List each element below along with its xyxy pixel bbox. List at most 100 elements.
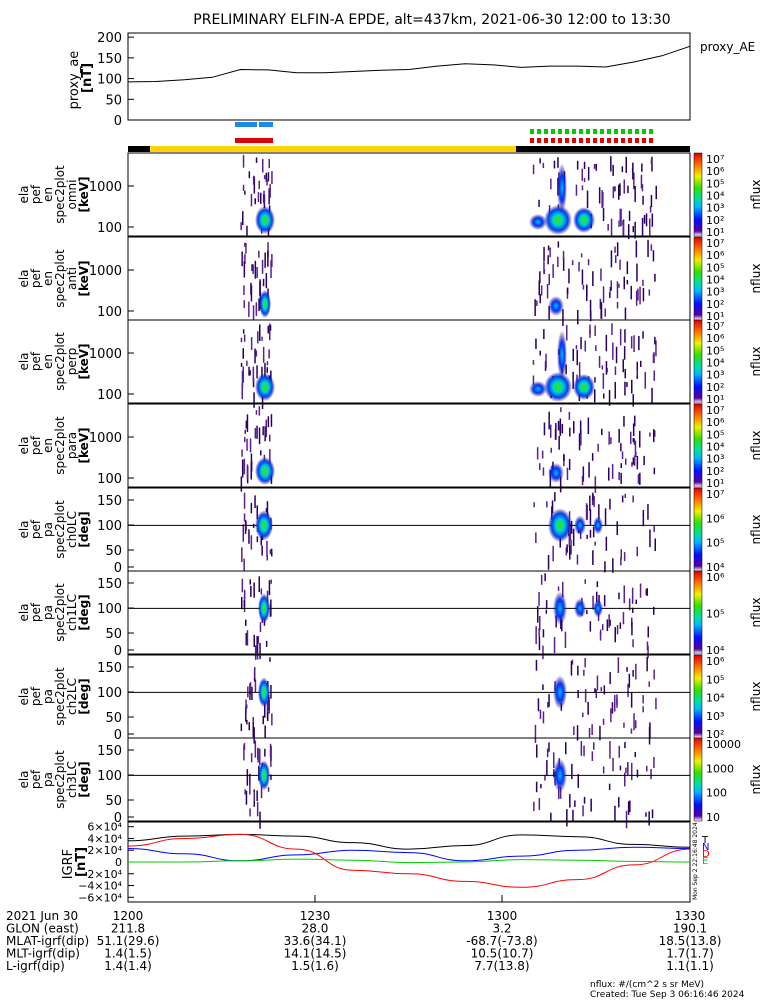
- spectrogram-streak: [645, 812, 647, 817]
- colorbar-tick-label: 10²: [706, 298, 724, 311]
- spectrogram-streak: [249, 808, 251, 817]
- spectrogram-streak: [619, 765, 622, 771]
- spectrogram-ylabel-line: pef: [29, 519, 43, 539]
- colorbar: [693, 737, 703, 822]
- spectrogram-streak: [586, 284, 588, 302]
- spectrogram-streak: [250, 462, 252, 480]
- spectrogram-frame: [127, 236, 691, 321]
- spectrogram-streak: [628, 210, 631, 221]
- colorbar-label: nflux: [749, 765, 763, 795]
- spectrogram-streak: [240, 337, 243, 343]
- spectrogram-streak: [589, 529, 592, 538]
- spectrogram-streak: [654, 336, 656, 345]
- spectrogram-streak: [565, 547, 568, 556]
- spectrogram-streak: [642, 510, 645, 527]
- spectrogram-streak: [653, 669, 655, 680]
- spectrogram-streak: [654, 538, 656, 552]
- spectrogram-streak: [605, 334, 608, 352]
- spectrogram-streak: [245, 420, 248, 429]
- spectrogram-streak: [548, 273, 550, 285]
- spectrogram-streak: [587, 167, 590, 181]
- spectrogram-streak: [589, 509, 592, 525]
- spectrogram-streak: [619, 208, 621, 221]
- spectrogram-streak: [593, 496, 595, 507]
- spectrogram-streak: [270, 414, 273, 427]
- spectrogram-streak: [535, 659, 538, 671]
- spectrogram-streak: [631, 462, 633, 467]
- spectrogram-streak: [599, 298, 602, 309]
- spectrogram-streak: [603, 393, 605, 399]
- colorbar-label: nflux: [749, 515, 763, 545]
- spectrogram-streak: [571, 763, 573, 780]
- spectrogram-streak: [563, 458, 565, 467]
- spectrogram-streak: [594, 389, 596, 403]
- spectrogram-streak: [646, 588, 648, 596]
- spectrogram-streak: [597, 443, 599, 452]
- spectrogram-streak: [536, 744, 538, 758]
- spectrogram-streak: [584, 340, 586, 352]
- x-axis-value: 1.1(1.1): [666, 959, 714, 973]
- spectrogram-streak: [256, 267, 258, 278]
- spectrogram-streak: [641, 184, 644, 192]
- colorbar-tick-label: 10⁴: [706, 274, 725, 287]
- spectrogram-streak: [596, 581, 599, 588]
- spectrogram-streak: [591, 724, 593, 735]
- spectrogram-streak: [620, 549, 622, 560]
- spectrogram-streak: [249, 780, 251, 795]
- spectrogram-streak: [572, 809, 574, 821]
- spectrogram-streak: [633, 335, 635, 352]
- spectrogram-streak: [253, 634, 255, 647]
- spectrogram-streak: [609, 672, 611, 685]
- spectrogram-streak: [598, 504, 600, 520]
- proxy-ae-panel: 200 150 100 50 0 proxy_AE proxy_ae [nT]: [67, 31, 755, 129]
- spectrogram-streak: [636, 263, 638, 282]
- spectrogram-streak: [539, 271, 541, 284]
- colorbar-tick-label: 10³: [706, 286, 724, 299]
- spectrogram-streak: [580, 253, 583, 258]
- spectrogram-streak: [259, 811, 261, 829]
- spectrogram-streak: [548, 411, 550, 430]
- x-axis-value: 1330: [675, 909, 706, 923]
- spectrogram-streak: [547, 245, 550, 251]
- spectrogram-ytick-label: 1000: [89, 180, 122, 195]
- red-dot: [607, 138, 611, 143]
- spectrogram-streak: [539, 616, 541, 631]
- spectrogram-streak: [266, 361, 269, 366]
- spectrogram-streak: [574, 800, 576, 807]
- colorbar-tick-label: 10⁵: [706, 673, 724, 686]
- colorbar-tick-label: 10¹: [706, 393, 724, 406]
- spectrogram-streak: [257, 331, 259, 344]
- spectrogram-streak: [258, 406, 261, 416]
- colorbar: [693, 403, 703, 488]
- spectrogram-streak: [631, 167, 634, 173]
- x-axis-value: 1.4(1.5): [104, 947, 152, 961]
- spectrogram-ylabel-line: para: [65, 432, 79, 459]
- green-dot: [572, 129, 576, 134]
- spectrogram-streak: [271, 713, 273, 726]
- spectrogram-streak: [606, 619, 609, 632]
- spectrogram-streak: [266, 367, 268, 373]
- spectrogram-ytick-label: 100: [97, 769, 122, 784]
- spectrogram-streak: [568, 268, 570, 284]
- spectrogram-streak: [647, 626, 649, 638]
- spectrogram-streak: [243, 334, 246, 342]
- spectrogram-streak: [633, 172, 635, 190]
- energy-blob-2: [544, 205, 572, 235]
- spectrogram-streak: [534, 299, 536, 316]
- spectrogram-streak: [653, 525, 655, 532]
- spectrogram-streak: [538, 798, 541, 810]
- spectrogram-streak: [628, 598, 631, 611]
- spectrogram-streak: [544, 573, 546, 582]
- spectrogram-streak: [268, 349, 270, 359]
- spectrogram-streak: [566, 809, 568, 827]
- spectrogram-streak: [589, 495, 591, 511]
- spectrogram-ytick-label: 150: [97, 577, 122, 592]
- spectrogram-ytick-label: 50: [105, 711, 122, 726]
- x-axis-value: 10.5(10.7): [471, 947, 534, 961]
- spectrogram-streak: [632, 607, 634, 613]
- spectrogram-streak: [269, 324, 272, 331]
- spectrogram-streak: [248, 171, 251, 179]
- spectrogram-ylabel-line: spec2plot: [53, 165, 67, 224]
- spectrogram-streak: [256, 790, 258, 802]
